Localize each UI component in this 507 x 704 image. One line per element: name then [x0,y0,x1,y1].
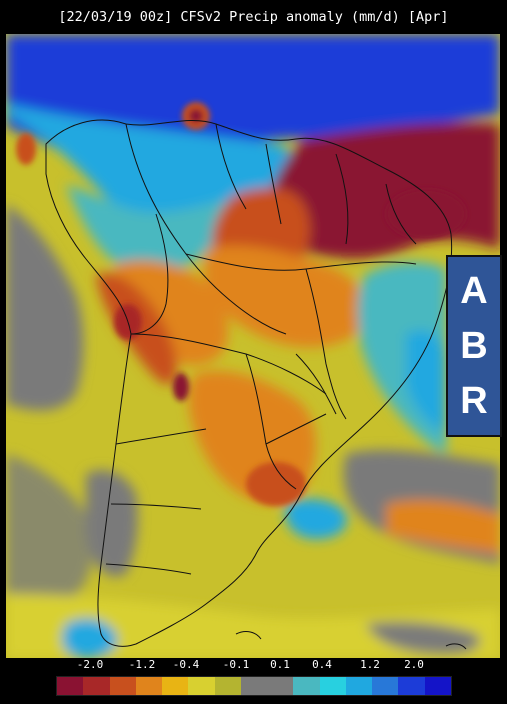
colorbar-swatch [293,677,320,695]
tick-label: -1.2 [128,658,156,671]
tick-label: 0.1 [270,658,290,671]
colorbar-swatch [267,677,294,695]
tick-label: -2.0 [76,658,104,671]
colorbar-swatch [83,677,110,695]
colorbar-strip [56,676,452,696]
colorbar-swatch [57,677,84,695]
anomaly-field-svg [6,34,500,658]
tick-label: 2.0 [404,658,424,671]
tick-label: -0.1 [222,658,250,671]
colorbar-swatch [319,677,346,695]
colorbar-swatch [162,677,189,695]
month-abbreviation-panel: A B R [446,255,502,437]
letter-r: R [460,380,488,423]
colorbar-swatch [109,677,136,695]
tick-label: -0.4 [172,658,200,671]
country-borders [45,119,467,650]
map-title: [22/03/19 00z] CFSv2 Precip anomaly (mm/… [0,0,507,34]
colorbar-swatch [372,677,399,695]
letter-a: A [460,269,488,312]
tick-label: 0.4 [312,658,332,671]
colorbar-swatch [240,677,268,695]
colorbar-swatch [424,677,451,695]
colorbar-swatch [398,677,425,695]
precip-anomaly-map [6,34,500,658]
letter-b: B [460,324,488,367]
colorbar-swatch [345,677,373,695]
colorbar-legend: -2.0 -1.2 -0.4 -0.1 0.1 0.4 1.2 2.0 [0,654,507,704]
tick-label: 1.2 [360,658,380,671]
colorbar-swatch [214,677,241,695]
colorbar-swatch [188,677,215,695]
colorbar-swatch [135,677,163,695]
